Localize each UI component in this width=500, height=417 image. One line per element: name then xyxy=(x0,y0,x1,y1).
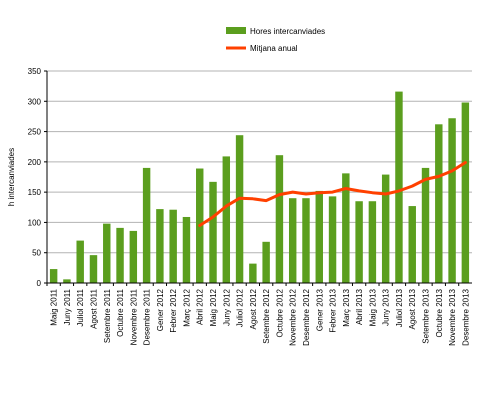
x-tick-label: Gener 2013 xyxy=(315,288,324,331)
x-tick-label: Juliol 2012 xyxy=(236,288,245,327)
x-tick-label: Juny 2012 xyxy=(222,288,231,325)
x-tick-label: Maig 2013 xyxy=(368,288,377,326)
line-series xyxy=(198,161,467,227)
bar xyxy=(235,135,244,283)
x-tick-label: Setembre 2013 xyxy=(422,288,431,343)
x-tick-label: Maig 2011 xyxy=(50,288,59,325)
bar xyxy=(129,230,138,283)
average-line xyxy=(198,161,467,227)
bar xyxy=(209,181,217,283)
y-tick-label: 0 xyxy=(37,279,42,288)
x-tick-label: Gener 2012 xyxy=(156,288,165,331)
x-tick-label: Febrer 2012 xyxy=(169,288,178,332)
bar xyxy=(395,91,403,283)
x-tick-label: Novembre 2013 xyxy=(448,288,457,345)
bar xyxy=(169,209,177,283)
bar xyxy=(328,196,337,283)
x-tick-label: Octubre 2012 xyxy=(275,288,284,337)
y-tick-label: 50 xyxy=(32,249,41,258)
bar xyxy=(76,240,84,283)
y-tick-label: 100 xyxy=(28,218,42,227)
bar xyxy=(315,190,323,283)
legend-swatch-bars xyxy=(226,27,246,34)
axes xyxy=(46,71,472,284)
x-tick-label: Juny 2013 xyxy=(382,288,391,325)
bar xyxy=(342,173,350,283)
bar xyxy=(302,198,310,283)
bar xyxy=(448,118,456,283)
legend-label-line: Mitjana anual xyxy=(250,44,298,53)
x-tick-label: Març 2013 xyxy=(342,288,351,326)
x-tick-label: Setembre 2011 xyxy=(103,288,112,343)
x-tick-label: Desembre 2011 xyxy=(143,288,152,345)
x-tick-label: Juliol 2011 xyxy=(76,288,85,326)
bar xyxy=(421,167,430,283)
bar xyxy=(142,167,151,283)
y-tick-label: 250 xyxy=(28,128,42,137)
bar xyxy=(368,201,377,283)
x-tick-label: Octubre 2011 xyxy=(116,288,125,336)
x-tick-label: Agost 2012 xyxy=(249,288,258,329)
x-tick-label: Agost 2011 xyxy=(90,288,99,328)
x-tick-label: Maig 2012 xyxy=(209,288,218,326)
bar xyxy=(355,201,363,283)
y-axis-ticks: 0 50 100 150 200 250 300 350 xyxy=(28,67,47,288)
x-tick-label: Novembre 2011 xyxy=(129,288,138,345)
bar xyxy=(262,241,270,283)
bar xyxy=(89,255,98,283)
x-tick-label: Febrer 2013 xyxy=(329,288,338,332)
x-tick-label: Novembre 2012 xyxy=(289,288,298,345)
bar xyxy=(435,124,443,283)
bar xyxy=(288,198,297,283)
x-tick-label: Març 2012 xyxy=(183,288,192,326)
bar xyxy=(408,206,416,283)
bar xyxy=(156,209,164,283)
bar xyxy=(381,174,390,283)
y-tick-label: 150 xyxy=(28,188,42,197)
y-tick-label: 350 xyxy=(28,67,42,76)
x-tick-label: Desembre 2012 xyxy=(302,288,311,345)
y-tick-label: 300 xyxy=(28,97,42,106)
bar xyxy=(249,263,257,283)
bar xyxy=(182,216,191,283)
legend-label-bars: Hores intercanviades xyxy=(250,27,325,36)
bar xyxy=(222,156,231,283)
x-tick-label: Juny 2011 xyxy=(63,288,72,325)
legend: Hores intercanviades Mitjana anual xyxy=(226,27,325,53)
bar xyxy=(103,223,111,283)
bar xyxy=(49,269,58,283)
x-tick-label: Abril 2013 xyxy=(355,288,364,325)
bar xyxy=(461,102,470,283)
bar xyxy=(116,227,124,283)
bar-series xyxy=(49,91,470,283)
x-axis-ticks: Maig 2011 Juny 2011 Juliol 2011 Agost 2011 S… xyxy=(46,283,470,346)
bar xyxy=(63,279,71,283)
x-tick-label: Abril 2012 xyxy=(196,288,205,325)
y-tick-label: 200 xyxy=(28,158,42,167)
x-tick-label: Setembre 2012 xyxy=(262,288,271,343)
x-tick-label: Octubre 2013 xyxy=(435,288,444,337)
x-tick-label: Agost 2013 xyxy=(408,288,417,329)
gridlines xyxy=(47,70,472,284)
bar xyxy=(275,155,284,283)
x-tick-label: Juliol 2013 xyxy=(395,288,404,327)
y-axis-title: h intercanviades xyxy=(7,148,16,206)
x-tick-label: Desembre 2013 xyxy=(461,288,470,345)
